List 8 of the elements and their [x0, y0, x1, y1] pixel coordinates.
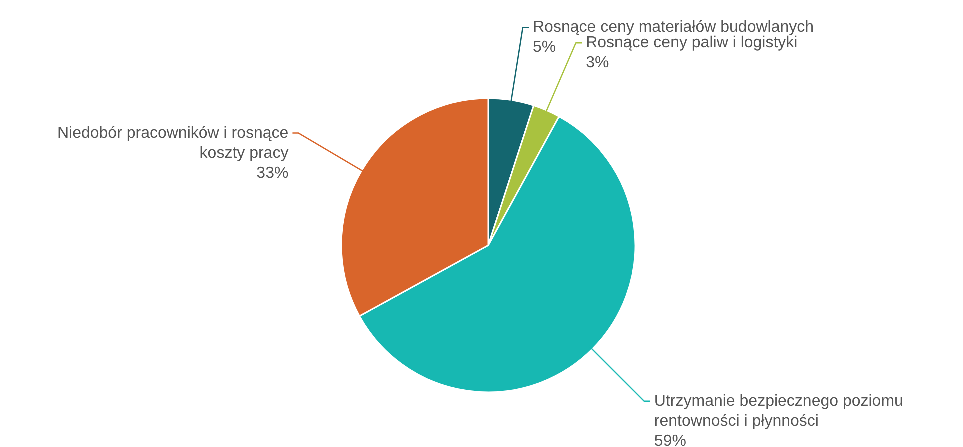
- slice-label: Rosnące ceny paliw i logistyki: [586, 34, 798, 52]
- slice-label: Utrzymanie bezpiecznego poziomu rentowności i płynności: [654, 392, 904, 430]
- data-label: 33%: [256, 164, 289, 182]
- slice-label: Rosnące ceny materiałów budowlanych: [532, 19, 814, 36]
- data-label: 5%: [532, 39, 556, 56]
- slice-label: Niedobór pracowników i rosnące koszty pracy: [57, 124, 289, 162]
- data-label: 3%: [586, 54, 610, 72]
- data-label: 59%: [654, 432, 686, 447]
